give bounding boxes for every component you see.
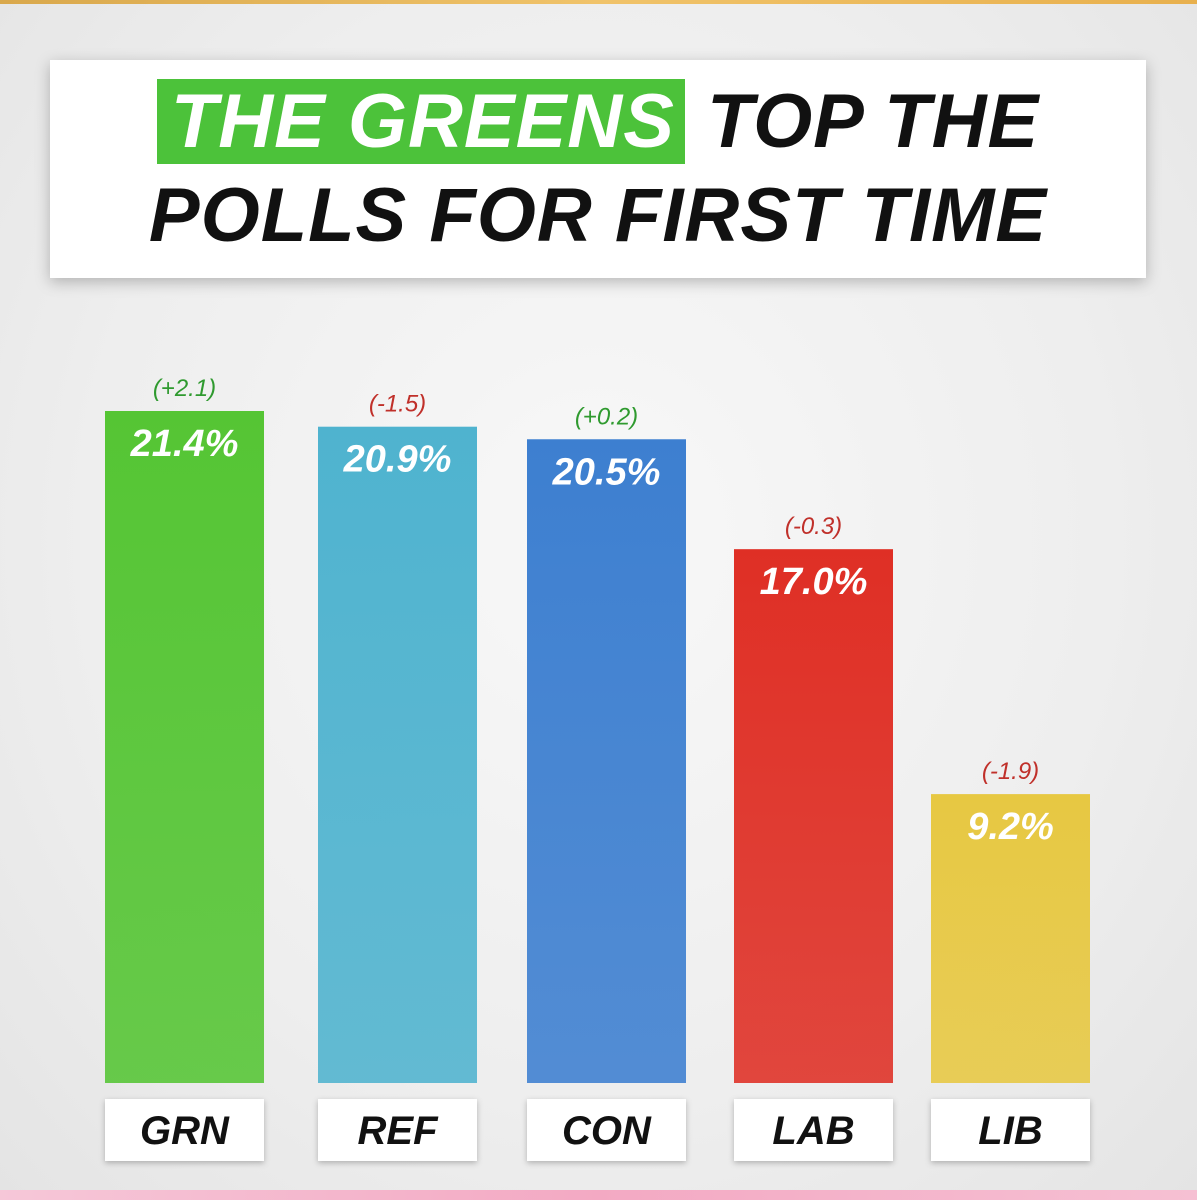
bottom-accent-strip bbox=[0, 1190, 1197, 1200]
bar-value-label-con: 20.5% bbox=[552, 451, 661, 493]
change-label-grn: (+2.1) bbox=[153, 375, 216, 402]
change-label-lab: (-0.3) bbox=[785, 513, 842, 540]
bar-lab bbox=[734, 549, 893, 1083]
change-label-ref: (-1.5) bbox=[369, 391, 426, 418]
category-box-lab bbox=[734, 1099, 893, 1161]
change-label-con: (+0.2) bbox=[575, 403, 638, 430]
title-highlight: THE GREENS bbox=[156, 79, 685, 164]
bar-con bbox=[527, 439, 686, 1083]
category-box-ref bbox=[318, 1099, 477, 1161]
title-line-2: POLLS FOR FIRST TIME bbox=[148, 173, 1048, 258]
title-line-1-rest: TOP THE bbox=[707, 79, 1040, 164]
category-box-lib bbox=[931, 1099, 1090, 1161]
bar-value-label-ref: 20.9% bbox=[343, 439, 452, 481]
bar-ref bbox=[318, 426, 477, 1083]
category-box-con bbox=[527, 1099, 686, 1161]
top-accent-strip bbox=[0, 0, 1197, 4]
category-label-lab: LAB bbox=[772, 1109, 854, 1153]
category-label-grn: GRN bbox=[140, 1109, 230, 1153]
title-line-1: THE GREENS TOP THE bbox=[50, 78, 1146, 166]
category-box-grn bbox=[105, 1099, 264, 1161]
bar-value-label-lib: 9.2% bbox=[967, 806, 1054, 848]
change-label-lib: (-1.9) bbox=[982, 758, 1039, 785]
title-box: THE GREENS TOP THE POLLS FOR FIRST TIME bbox=[50, 60, 1146, 278]
bar-value-label-grn: 21.4% bbox=[130, 423, 239, 465]
category-label-lib: LIB bbox=[978, 1109, 1042, 1153]
category-label-con: CON bbox=[562, 1109, 652, 1153]
bar-value-label-lab: 17.0% bbox=[760, 561, 868, 603]
category-label-ref: REF bbox=[358, 1109, 440, 1153]
bar-lib bbox=[931, 794, 1090, 1083]
bar-grn bbox=[105, 411, 264, 1083]
